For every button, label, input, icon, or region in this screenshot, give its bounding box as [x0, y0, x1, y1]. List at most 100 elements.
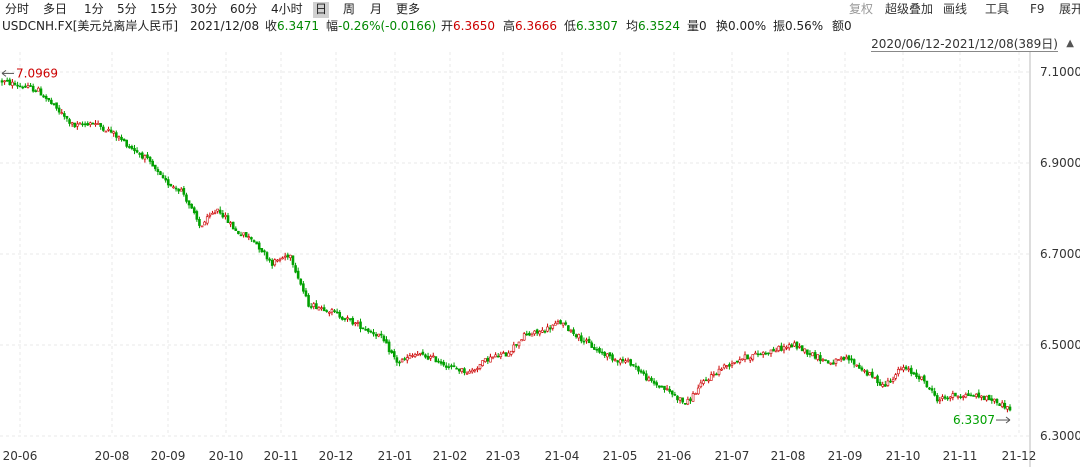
candle-body	[348, 318, 352, 320]
date-range-selector[interactable]: 2020/06/12-2021/12/08(389日)	[871, 37, 1058, 52]
candle-body	[772, 348, 775, 352]
arrow-right-icon	[1005, 416, 1011, 424]
period-tab-day[interactable]: 日	[313, 2, 330, 18]
quote-date: 2021/12/08	[190, 19, 260, 33]
period-tab-multiday[interactable]: 多日	[43, 2, 68, 16]
x-tick-label: 20-08	[95, 449, 130, 463]
candle-body	[276, 259, 279, 262]
candle-body	[91, 122, 95, 125]
candle-body	[302, 283, 305, 292]
candle-body	[660, 385, 664, 388]
candle-body	[941, 396, 944, 399]
candle-body	[943, 396, 947, 399]
candle-body	[564, 322, 568, 325]
period-tab-15min[interactable]: 15分	[150, 2, 178, 16]
candle-body	[569, 330, 573, 333]
candle-body	[813, 352, 817, 359]
candle-body	[411, 355, 414, 357]
candle-body	[39, 88, 43, 96]
candle-body	[961, 396, 965, 398]
candle-body	[294, 265, 297, 273]
y-tick-label: 6.9000	[1040, 156, 1080, 170]
candle-body	[434, 356, 438, 363]
candle-body	[286, 254, 290, 258]
candle-body	[387, 341, 391, 353]
candle-body	[255, 241, 258, 245]
candle-body	[777, 345, 781, 351]
period-tab-month[interactable]: 月	[370, 2, 383, 16]
candle-body	[761, 351, 765, 355]
candle-body	[81, 123, 84, 126]
candle-body	[270, 259, 274, 266]
candle-body	[715, 373, 718, 376]
candle-body	[107, 128, 110, 131]
candle-body	[722, 364, 726, 369]
candle-body	[624, 360, 627, 363]
candle-body	[135, 150, 139, 153]
period-tab-5min[interactable]: 5分	[117, 2, 137, 16]
candle-body	[863, 370, 866, 372]
candle-body	[138, 153, 141, 155]
period-tab-1min[interactable]: 1分	[84, 2, 104, 16]
candle-body	[164, 177, 167, 181]
candle-body	[465, 372, 469, 375]
candle-body	[192, 207, 196, 214]
candle-body	[611, 354, 614, 361]
candle-body	[787, 344, 791, 349]
candle-body	[909, 367, 913, 374]
volume-label: 量	[687, 19, 700, 33]
candle-body	[855, 364, 859, 367]
period-tab-week[interactable]: 周	[343, 2, 356, 16]
candle-body	[76, 123, 79, 127]
x-tick-label: 21-02	[433, 449, 468, 463]
candle-body	[748, 357, 752, 361]
candle-body	[865, 370, 869, 376]
candle-body	[377, 333, 381, 337]
expand-button[interactable]: 展开	[1059, 2, 1080, 16]
candle-body	[496, 355, 500, 358]
candlestick-chart[interactable]: 7.1000 6.9000 6.7000 6.5000 6.3000 20-06 20-08…	[0, 52, 1080, 467]
toolbar: 分时 多日 1分 5分 15分 30分 60分 4小时 日 周 月 更多 复权 …	[0, 0, 1080, 18]
candle-body	[405, 357, 409, 361]
high-value: 6.3666	[515, 19, 558, 33]
candle-body	[845, 356, 848, 360]
candle-body	[707, 379, 710, 382]
adjust-button[interactable]: 复权	[849, 2, 874, 16]
candle-body	[930, 388, 934, 391]
candle-body	[811, 352, 814, 357]
candle-body	[580, 335, 583, 342]
candle-body	[34, 90, 38, 92]
candle-body	[494, 354, 497, 358]
high-label: 高	[503, 19, 516, 33]
symbol-name: USDCNH.FX[美元兑离岸人民币]	[2, 19, 179, 33]
draw-line-button[interactable]: 画线	[943, 2, 968, 16]
period-tab-4hour[interactable]: 4小时	[271, 2, 303, 16]
change-field: 幅-0.26%(-0.0166)	[326, 19, 436, 34]
candle-body	[512, 344, 516, 352]
candle-body	[951, 393, 955, 398]
candle-body	[86, 123, 90, 126]
candle-body	[712, 373, 716, 376]
candle-body	[938, 399, 942, 402]
candle-body	[473, 369, 477, 372]
chevron-up-icon[interactable]: ▲	[1066, 38, 1074, 49]
candle-body	[172, 186, 175, 189]
period-tab-60min[interactable]: 60分	[230, 2, 258, 16]
candle-body	[179, 188, 183, 192]
candle-body	[1006, 406, 1009, 410]
candle-body	[696, 387, 700, 395]
candle-body	[460, 368, 464, 372]
f9-button[interactable]: F9	[1030, 2, 1045, 16]
super-overlay-button[interactable]: 超级叠加	[885, 2, 934, 16]
tools-button[interactable]: 工具	[985, 2, 1010, 16]
candle-body	[595, 349, 599, 351]
period-tab-intraday[interactable]: 分时	[5, 2, 30, 16]
period-tab-more[interactable]: 更多	[396, 2, 421, 16]
candle-body	[598, 347, 601, 353]
period-tab-30min[interactable]: 30分	[190, 2, 218, 16]
candle-body	[328, 311, 331, 314]
candle-body	[728, 364, 731, 367]
x-tick-label: 20-12	[319, 449, 354, 463]
candle-body	[990, 398, 994, 401]
candle-body	[185, 194, 188, 202]
